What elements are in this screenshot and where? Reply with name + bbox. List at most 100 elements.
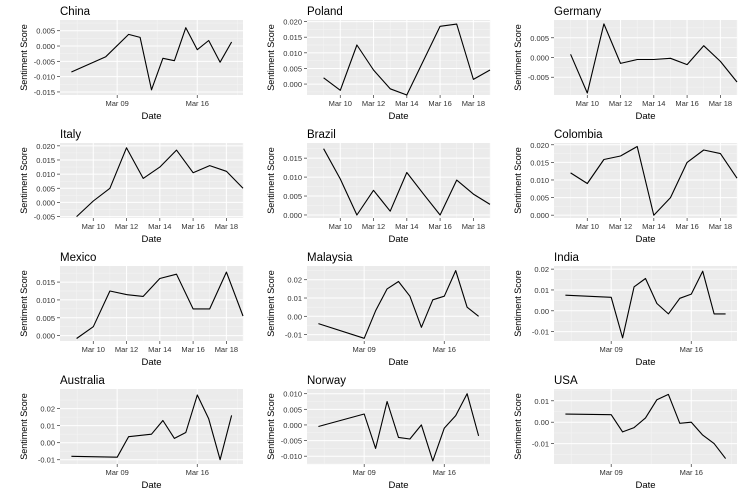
x-tick-label: Mar 12 (609, 99, 632, 108)
chart-poland: 0.020 0.015 0.010 0.005 0.000 Mar 10 Mar 12 Mar… (266, 6, 491, 122)
x-axis-label: Date (635, 357, 655, 368)
series-line (71, 394, 233, 461)
x-tick-label: Mar 18 (215, 345, 238, 354)
y-tick-label: 0.010 (283, 49, 302, 58)
x-tick-label: Mar 10 (576, 99, 599, 108)
x-tick-label: Mar 16 (680, 345, 703, 354)
y-tick-label: 0.005 (530, 194, 549, 203)
y-tick-label: 0.000 (36, 332, 55, 341)
x-axis-label: Date (635, 234, 655, 245)
chart-title: Poland (307, 6, 343, 18)
chart-india: 0.02 0.01 0.00 -0.01 Mar 09 Mar 16 India Date Se… (513, 252, 737, 368)
x-tick-label: Mar 16 (428, 99, 451, 108)
series-line (76, 271, 244, 339)
y-tick-label: 0.01 (40, 422, 55, 431)
y-tick-label: 0.00 (534, 307, 549, 316)
y-tick-label: 0.000 (36, 198, 55, 207)
y-tick-label: 0.000 (283, 80, 302, 89)
x-tick-label: Mar 16 (181, 222, 204, 231)
y-tick-label: 0.010 (36, 170, 55, 179)
y-tick-label: 0.02 (534, 265, 549, 274)
x-tick-label: Mar 16 (433, 345, 456, 354)
y-tick-label: -0.005 (34, 57, 55, 66)
y-tick-label: 0.01 (287, 294, 302, 303)
chart-title: India (554, 252, 580, 264)
chart-title: Germany (554, 6, 602, 18)
y-tick-label: 0.02 (287, 276, 302, 285)
series-line (570, 23, 738, 94)
x-tick-label: Mar 12 (115, 222, 138, 231)
x-tick-label: Mar 10 (329, 99, 352, 108)
x-tick-label: Mar 14 (148, 222, 171, 231)
x-axis-label: Date (388, 234, 408, 245)
chart-title: Italy (60, 129, 81, 141)
x-tick-label: Mar 18 (462, 222, 485, 231)
x-tick-label: Mar 09 (106, 468, 129, 477)
panel-norway: 0.010 0.005 0.000 -0.005 -0.010 Mar 09 Mar 16 N… (247, 369, 494, 492)
y-tick-label: -0.010 (281, 452, 302, 461)
x-tick-label: Mar 16 (675, 222, 698, 231)
panel-malaysia: 0.02 0.01 0.00 -0.01 Mar 09 Mar 16 Malaysia Dat… (247, 246, 494, 369)
y-tick-label: 0.00 (534, 418, 549, 427)
y-tick-label: -0.005 (281, 437, 302, 446)
y-tick-label: 0.005 (36, 314, 55, 323)
y-tick-label: -0.005 (34, 213, 55, 222)
x-tick-label: Mar 18 (709, 222, 732, 231)
y-tick-label: 0.000 (530, 54, 549, 63)
y-tick-label: 0.015 (530, 158, 549, 167)
y-tick-label: 0.010 (530, 176, 549, 185)
y-tick-label: 0.010 (283, 173, 302, 182)
series-line (323, 23, 491, 96)
y-tick-label: 0.000 (283, 421, 302, 430)
panel-australia: 0.02 0.01 0.00 -0.01 Mar 09 Mar 16 Australia Da… (0, 369, 247, 492)
x-tick-label: Mar 09 (600, 468, 623, 477)
series-line (318, 270, 479, 339)
y-tick-label: 0.00 (40, 439, 55, 448)
y-axis-label: Sentiment Score (266, 24, 276, 91)
y-axis-label: Sentiment Score (266, 393, 276, 460)
y-tick-label: 0.01 (534, 286, 549, 295)
chart-title: Malaysia (307, 252, 353, 264)
panel-usa: 0.01 0.00 -0.01 Mar 09 Mar 16 USA Date Sentimen… (494, 369, 741, 492)
chart-title: Colombia (554, 129, 603, 141)
x-axis-label: Date (388, 480, 408, 491)
y-tick-label: -0.015 (34, 88, 55, 97)
x-tick-label: Mar 16 (433, 468, 456, 477)
chart-title: China (60, 6, 91, 18)
chart-norway: 0.010 0.005 0.000 -0.005 -0.010 Mar 09 Mar 16 N… (266, 375, 490, 491)
y-tick-label: 0.01 (534, 397, 549, 406)
x-tick-label: Mar 10 (82, 345, 105, 354)
y-tick-label: 0.000 (283, 211, 302, 220)
x-tick-label: Mar 12 (609, 222, 632, 231)
y-tick-label: 0.02 (40, 405, 55, 414)
chart-title: Norway (307, 375, 346, 387)
y-tick-label: 0.010 (36, 296, 55, 305)
y-axis-label: Sentiment Score (266, 147, 276, 214)
y-tick-label: -0.01 (532, 440, 549, 449)
y-axis-label: Sentiment Score (19, 24, 29, 91)
y-tick-label: 0.020 (283, 18, 302, 27)
y-axis-label: Sentiment Score (19, 393, 29, 460)
x-axis-label: Date (141, 357, 161, 368)
y-tick-label: 0.005 (283, 192, 302, 201)
y-tick-label: 0.020 (530, 141, 549, 150)
panel-india: 0.02 0.01 0.00 -0.01 Mar 09 Mar 16 India Date Se… (494, 246, 741, 369)
plot-background (60, 143, 243, 218)
chart-title: Mexico (60, 252, 96, 264)
y-tick-label: -0.010 (34, 73, 55, 82)
x-tick-label: Mar 16 (428, 222, 451, 231)
y-axis-label: Sentiment Score (19, 147, 29, 214)
chart-mexico: 0.015 0.010 0.005 0.000 Mar 10 Mar 12 Mar 14 Ma… (19, 252, 244, 368)
x-axis-label: Date (141, 111, 161, 122)
y-tick-label: 0.020 (36, 142, 55, 151)
y-tick-label: 0.000 (36, 42, 55, 51)
plot-background (60, 20, 243, 95)
y-tick-label: -0.01 (38, 456, 55, 465)
x-tick-label: Mar 14 (642, 222, 665, 231)
x-tick-label: Mar 14 (148, 345, 171, 354)
x-tick-label: Mar 09 (353, 345, 376, 354)
y-axis-label: Sentiment Score (513, 270, 523, 337)
y-axis-label: Sentiment Score (513, 24, 523, 91)
chart-italy: 0.020 0.015 0.010 0.005 0.000 -0.005 Mar 10 Mar… (19, 129, 244, 245)
